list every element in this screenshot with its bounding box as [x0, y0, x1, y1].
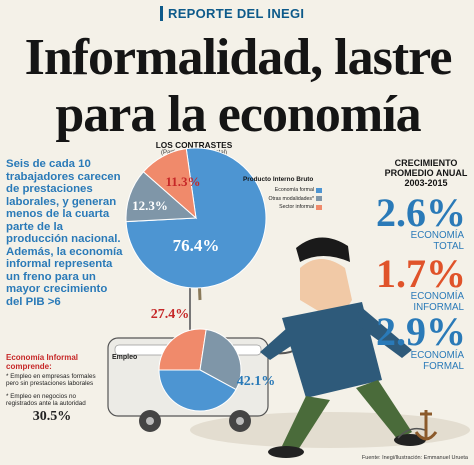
legend-label: Economía formal [274, 187, 314, 193]
growth-title: CRECIMIENTO PROMEDIO ANUAL 2003-2015 [384, 158, 468, 188]
empleo-label: Empleo [112, 354, 137, 361]
legend-swatch [316, 196, 322, 201]
emp-pie-slice [199, 328, 242, 391]
kicker-bar [160, 6, 163, 21]
empleo-pie-chart: 27.4% 30.5% 42.1% [33, 307, 276, 424]
pib-pie-data-label: 12.3% [132, 198, 168, 213]
pib-pie-data-label: 76.4% [173, 236, 220, 255]
pib-pie-data-label: 11.3% [165, 174, 200, 189]
legend-item: Otras modalidades* [258, 195, 322, 204]
pib-pie-chart: 76.4% 12.3% 11.3% [125, 147, 267, 289]
source-credit: Fuente: Inegi/Ilustración: Emmanuel Urue… [361, 455, 468, 461]
emp-pie-slice [158, 328, 207, 371]
growth-label-informal: ECONOMÍA INFORMAL [410, 291, 464, 313]
contrastes-title: LOS CONTRASTES [155, 140, 233, 150]
emp-pie-slice [158, 369, 237, 412]
sidebar-bullets: * Empleo en empresas formales pero sin p… [6, 373, 106, 413]
man-figure [260, 237, 438, 458]
sidebar-title: Economía Informal comprende: [6, 353, 79, 371]
legend-label: Sector informal [279, 204, 314, 210]
lead-text: Seis de cada 10 trabajadores carecen de … [6, 158, 123, 308]
sidebar-bullet: * Empleo en negocios no registrados ante… [6, 392, 86, 408]
kicker-text: REPORTE DEL INEGI [168, 6, 305, 21]
pib-pie-slice [142, 148, 197, 220]
headline-line-2: para la economía [55, 86, 421, 143]
legend-label: Otras modalidades* [268, 195, 314, 202]
legend-item: Sector informal [258, 203, 322, 212]
legend-swatch [316, 204, 322, 210]
pib-title: Producto Interno Bruto [243, 176, 314, 183]
emp-pie-data-label: 42.1% [237, 374, 276, 389]
headline-line-1: Informalidad, lastre [24, 29, 453, 86]
emp-pie-data-label: 30.5% [33, 409, 72, 424]
growth-label-formal: ECONOMÍA FORMAL [410, 350, 464, 372]
legend-swatch [316, 187, 322, 193]
growth-label-total: ECONOMÍA TOTAL [410, 230, 464, 252]
anchor-icon [414, 410, 438, 441]
kicker: REPORTE DEL INEGI [160, 5, 320, 23]
emp-pie-data-label: 27.4% [151, 307, 190, 322]
sidebar-bullet: * Empleo en empresas formales pero sin p… [6, 373, 96, 388]
growth-value-total: 2.6% [376, 190, 466, 235]
pib-legend: Economía formal Otras modalidades* Secto… [258, 186, 322, 212]
growth-value-formal: 2.9% [376, 309, 466, 354]
growth-value-informal: 1.7% [376, 251, 466, 296]
legend-item: Economía formal [258, 186, 322, 195]
